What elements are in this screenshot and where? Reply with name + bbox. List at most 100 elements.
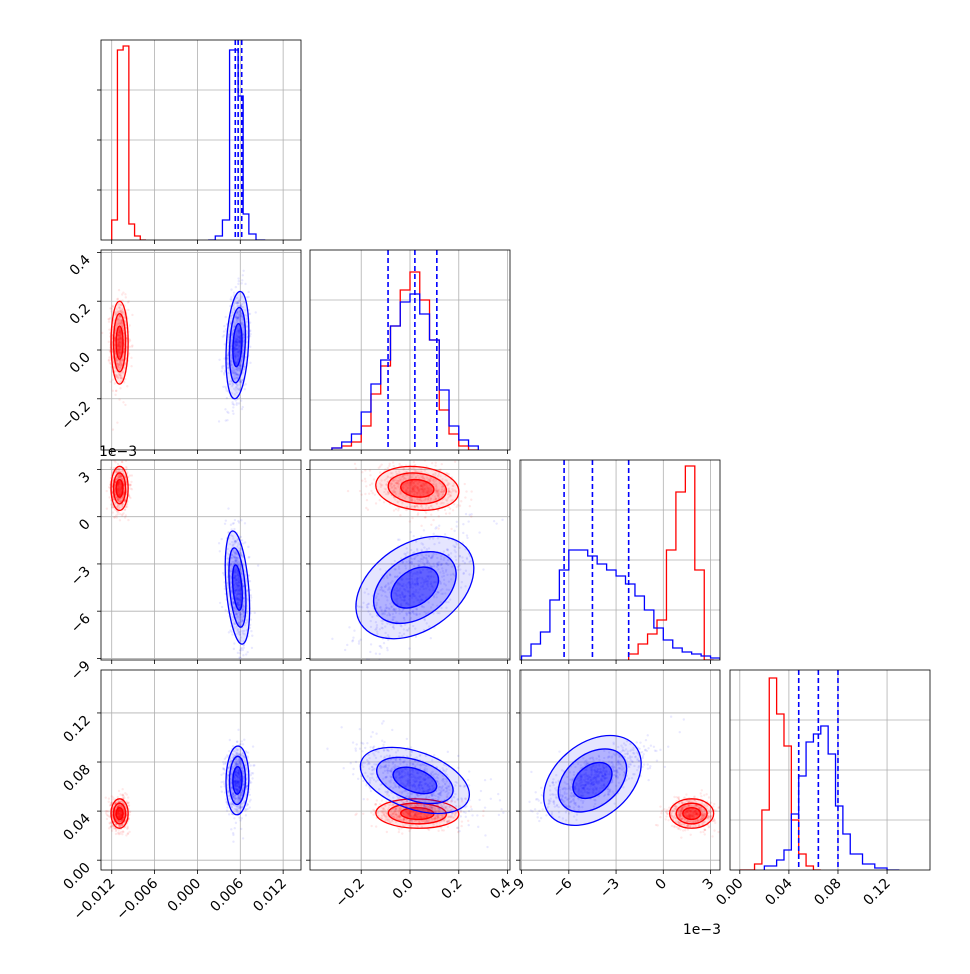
axes-2-2 (520, 460, 720, 664)
sample-point (130, 365, 132, 367)
sample-point (111, 305, 113, 307)
scatter-panel-p1-p4 (105, 729, 256, 843)
grid-0-0 (101, 40, 301, 240)
histogram-blue (332, 294, 478, 450)
sample-point (364, 493, 366, 495)
sample-point (355, 467, 357, 469)
sample-point (432, 519, 434, 521)
sample-point (358, 642, 360, 644)
sample-point (125, 296, 127, 298)
sample-point (226, 397, 228, 399)
sample-point (108, 797, 110, 799)
sample-point (371, 482, 373, 484)
sample-point (118, 289, 120, 291)
sample-point (423, 529, 425, 531)
sample-point (241, 408, 243, 410)
sample-point (343, 662, 345, 664)
sample-point (108, 320, 110, 322)
sample-point (112, 390, 114, 392)
sample-point (122, 401, 124, 403)
sample-point (249, 333, 251, 335)
sample-point (375, 502, 377, 504)
points-blue (218, 244, 257, 423)
sample-point (482, 568, 484, 570)
sample-point (379, 471, 381, 473)
sample-point (237, 283, 239, 285)
sample-point (464, 496, 466, 498)
grid-3-0 (101, 670, 301, 870)
sample-point (108, 822, 110, 824)
sample-point (257, 564, 259, 566)
sample-point (125, 466, 127, 468)
sample-point (240, 519, 242, 521)
density-contour-2 (116, 326, 123, 359)
sample-point (242, 654, 244, 656)
sample-point (123, 381, 125, 383)
sample-point (387, 467, 389, 469)
sample-point (221, 365, 223, 367)
sample-point (430, 637, 432, 639)
sample-point (366, 499, 368, 501)
sample-point (114, 394, 116, 396)
sample-point (431, 462, 433, 464)
sample-point (469, 514, 471, 516)
sample-point (364, 478, 366, 480)
sample-point (239, 652, 241, 654)
sample-point (129, 346, 131, 348)
sample-point (448, 512, 450, 514)
sample-point (360, 639, 362, 641)
sample-point (470, 490, 472, 492)
sample-point (230, 528, 232, 530)
sample-point (112, 798, 114, 800)
sample-point (384, 468, 386, 470)
sample-point (361, 479, 363, 481)
sample-point (106, 507, 108, 509)
sample-point (438, 515, 440, 517)
scatter-panel-p1-p2 (101, 244, 257, 431)
sample-point (218, 542, 220, 544)
sample-point (393, 509, 395, 511)
sample-point (435, 462, 437, 464)
sample-point (354, 463, 356, 465)
sample-point (121, 513, 123, 515)
sample-point (444, 509, 446, 511)
sample-point (388, 465, 390, 467)
sample-point (112, 428, 114, 430)
sample-point (232, 410, 234, 412)
sample-point (230, 631, 232, 633)
sample-point (218, 420, 220, 422)
sample-point (108, 328, 110, 330)
sample-point (242, 542, 244, 544)
grid-1-0 (101, 250, 301, 450)
sample-point (395, 508, 397, 510)
sample-point (359, 490, 361, 492)
sample-point (108, 318, 110, 320)
sample-point (126, 793, 128, 795)
sample-point (233, 648, 235, 650)
sample-point (453, 503, 455, 505)
sample-point (226, 419, 228, 421)
sample-point (462, 532, 464, 534)
sample-point (453, 530, 455, 532)
sample-point (117, 796, 119, 798)
sample-point (129, 811, 131, 813)
sample-point (370, 490, 372, 492)
sample-point (376, 672, 378, 674)
sample-point (224, 523, 226, 525)
sample-point (225, 387, 227, 389)
sample-point (399, 514, 401, 516)
sample-point (247, 651, 249, 653)
sample-point (241, 677, 243, 679)
sample-point (249, 580, 251, 582)
sample-point (379, 653, 381, 655)
sample-point (371, 492, 373, 494)
points-red (101, 289, 134, 431)
sample-point (106, 818, 108, 820)
sample-point (255, 311, 257, 313)
sample-point (409, 520, 411, 522)
sample-point (411, 456, 413, 458)
sample-point (386, 647, 388, 649)
sample-point (114, 382, 116, 384)
sample-point (127, 832, 129, 834)
